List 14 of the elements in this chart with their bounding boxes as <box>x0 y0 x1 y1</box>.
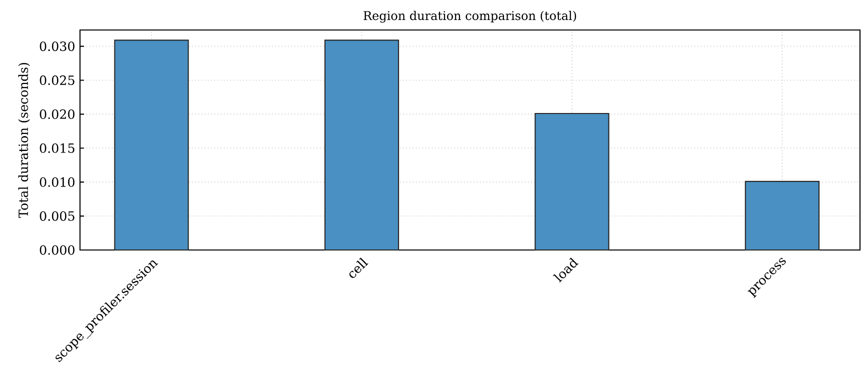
bar <box>534 112 610 251</box>
y-axis-title: Total duration (seconds) <box>18 63 30 218</box>
bar <box>324 40 400 251</box>
y-tick-label: 0.025 <box>40 75 74 86</box>
bar <box>744 180 820 251</box>
bar <box>114 40 189 251</box>
y-tick-label: 0.010 <box>40 177 74 187</box>
x-tick-label: cell <box>349 258 368 278</box>
y-tick-label: 0.005 <box>40 211 74 221</box>
y-tick-label: 0.020 <box>40 109 74 119</box>
chart-title: Region duration comparison (total) <box>364 10 576 23</box>
y-tick-label: 0.000 <box>40 245 74 255</box>
y-tick-label: 0.030 <box>40 41 74 52</box>
y-tick-label: 0.015 <box>40 143 74 153</box>
